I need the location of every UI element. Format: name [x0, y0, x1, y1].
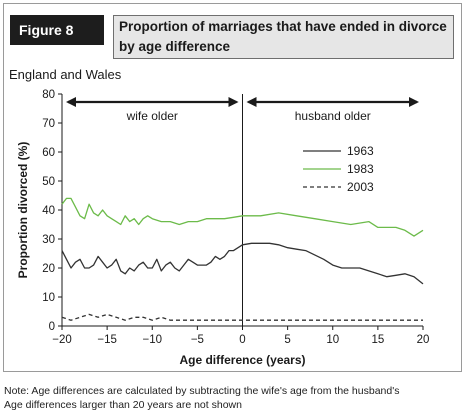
chart-title: Proportion of marriages that have ended …	[113, 15, 454, 59]
notes: Note: Age differences are calculated by …	[4, 384, 399, 412]
series-line-1963	[61, 242, 424, 285]
x-axis-label: Age difference (years)	[179, 353, 305, 367]
y-tick-label: 50	[42, 176, 55, 188]
x-tick-label: 15	[371, 334, 384, 346]
legend-label-2003: 2003	[347, 180, 374, 194]
y-tick-label: 10	[42, 292, 55, 304]
legend-label-1963: 1963	[347, 144, 374, 158]
legend: 1963 1983 2003	[303, 144, 374, 194]
note-line-1: Note: Age differences are calculated by …	[4, 385, 400, 397]
chart-title-line-1: Proportion of marriages that have ended …	[119, 19, 447, 34]
y-tick-label: 80	[42, 89, 55, 101]
x-tick-label: 5	[284, 334, 290, 346]
y-tick-label: 30	[42, 234, 55, 246]
arrow-head-left	[246, 97, 257, 107]
y-tick-label: 60	[42, 147, 55, 159]
x-tick-label: 20	[417, 334, 430, 346]
y-tick-label: 40	[42, 205, 55, 217]
arrow-head-left	[66, 97, 76, 107]
legend-label-1983: 1983	[347, 162, 374, 176]
chart-title-line-2: by age difference	[119, 39, 231, 54]
x-tick-label: 0	[239, 334, 245, 346]
series-lines	[61, 197, 424, 321]
line-chart: 0 10 20 30 40 50 60 70 80 −20 −15 −10 −5 0 5 10 15 20 Age …	[16, 89, 429, 367]
x-tick-label: −10	[142, 334, 162, 346]
arrow-head-right	[228, 97, 239, 107]
region-label: England and Wales	[9, 67, 122, 82]
axes: 0 10 20 30 40 50 60 70 80 −20 −15 −10 −5 0 5 10 15 20 Age …	[16, 89, 429, 367]
series-line-1983	[61, 197, 424, 237]
x-tick-label: −15	[97, 334, 117, 346]
note-line-2: Age differences larger than 20 years are…	[4, 399, 242, 411]
y-tick-label: 70	[42, 118, 55, 130]
x-tick-label: −5	[191, 334, 204, 346]
region-annotation: wife older	[126, 109, 178, 123]
annotations: wife older husband older	[66, 94, 419, 326]
x-tick-label: 10	[326, 334, 339, 346]
y-axis-label: Proportion divorced (%)	[16, 142, 30, 279]
y-tick-label: 20	[42, 263, 55, 275]
y-tick-label: 0	[49, 321, 55, 333]
arrow-head-right	[409, 97, 419, 107]
x-tick-label: −20	[52, 334, 72, 346]
series-line-2003	[61, 313, 423, 321]
figure-frame	[3, 3, 462, 372]
region-annotation: husband older	[295, 109, 371, 123]
figure-label: Figure 8	[10, 15, 104, 45]
